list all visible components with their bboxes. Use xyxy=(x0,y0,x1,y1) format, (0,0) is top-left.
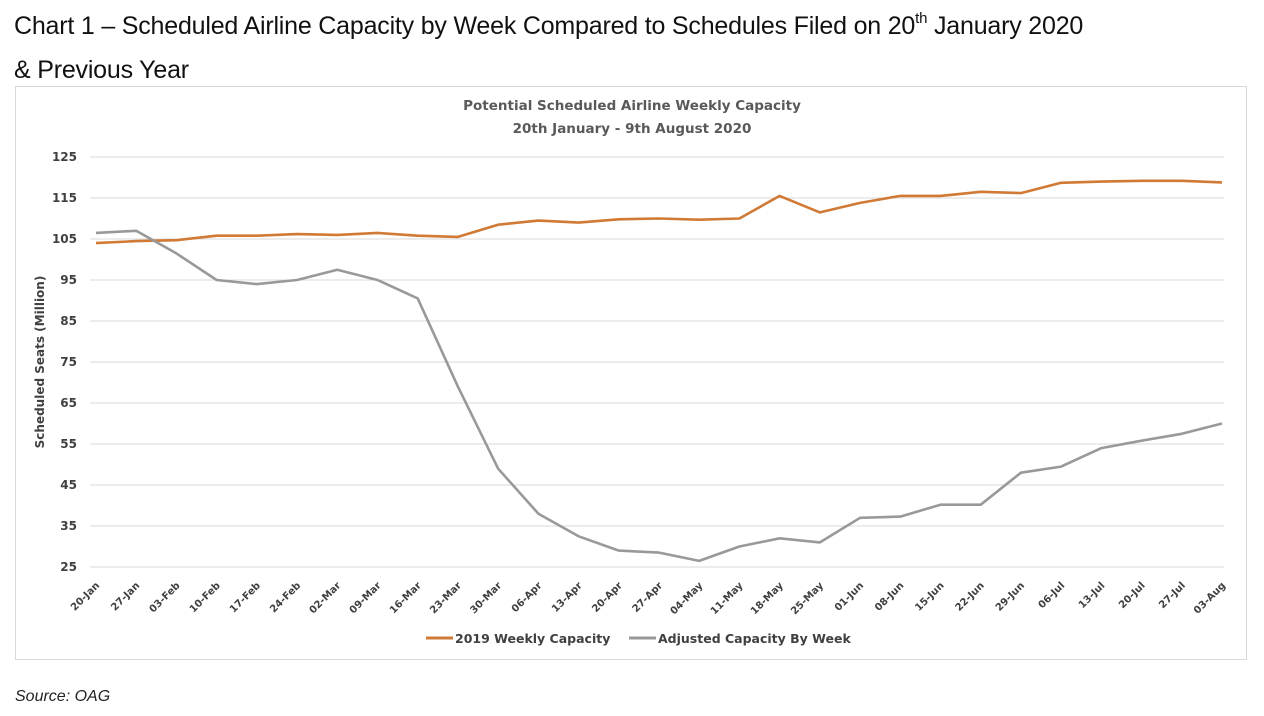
chart-subtitle: 20th January - 9th August 2020 xyxy=(513,121,752,137)
x-tick-label: 24-Feb xyxy=(268,580,303,615)
x-tick-label: 29-Jun xyxy=(994,580,1027,613)
y-tick-label: 75 xyxy=(60,355,77,369)
y-tick-label: 35 xyxy=(60,519,77,533)
heading-superscript: th xyxy=(915,10,928,27)
x-tick-label: 06-Jul xyxy=(1037,580,1068,611)
x-tick-label: 30-Mar xyxy=(468,580,504,616)
y-tick-label: 105 xyxy=(52,232,77,246)
x-tick-label: 16-Mar xyxy=(388,580,424,616)
y-tick-label: 125 xyxy=(52,150,77,164)
x-tick-label: 03-Feb xyxy=(148,580,183,615)
x-tick-label: 20-Apr xyxy=(590,580,625,615)
source-note: Source: OAG xyxy=(15,688,111,705)
x-tick-label: 09-Mar xyxy=(348,580,384,616)
x-tick-label: 20-Jul xyxy=(1117,580,1148,611)
x-tick-label: 01-Jun xyxy=(833,580,866,613)
legend-label-adjusted: Adjusted Capacity By Week xyxy=(658,631,851,646)
legend-label-2019: 2019 Weekly Capacity xyxy=(455,631,610,646)
x-tick-label: 27-Apr xyxy=(631,580,666,615)
x-tick-label: 17-Feb xyxy=(228,580,263,615)
series-lines xyxy=(95,179,1223,563)
chart-heading: Chart 1 – Scheduled Airline Capacity by … xyxy=(14,6,1254,90)
x-tick-label: 02-Mar xyxy=(308,580,344,616)
y-axis-label: Scheduled Seats (Million) xyxy=(33,276,47,449)
chart-heading-line1: Chart 1 – Scheduled Airline Capacity by … xyxy=(14,6,1254,50)
y-tick-label: 65 xyxy=(60,396,77,410)
x-tick-label: 22-Jun xyxy=(954,580,987,613)
x-tick-label: 15-Jun xyxy=(913,580,946,613)
y-axis-ticks: 25 35 45 55 65 75 85 95 105 115 125 xyxy=(52,150,77,574)
y-tick-label: 115 xyxy=(52,191,77,205)
x-tick-label: 27-Jul xyxy=(1157,580,1188,611)
y-tick-label: 95 xyxy=(60,273,77,287)
x-tick-label: 11-May xyxy=(709,580,746,617)
heading-text: Chart 1 – Scheduled Airline Capacity by … xyxy=(14,12,916,40)
y-tick-label: 25 xyxy=(60,560,77,574)
y-tick-label: 85 xyxy=(60,314,77,328)
chart-heading-line2: & Previous Year xyxy=(14,56,189,84)
x-tick-label: 27-Jan xyxy=(109,580,142,613)
legend: 2019 Weekly Capacity Adjusted Capacity B… xyxy=(426,631,851,646)
x-axis-ticks: 20-Jan 27-Jan 03-Feb 10-Feb 17-Feb 24-Feb 02-M… xyxy=(69,580,1228,617)
x-tick-label: 03-Aug xyxy=(1192,580,1228,616)
x-tick-label: 13-Jul xyxy=(1077,580,1108,611)
y-tick-label: 45 xyxy=(60,478,77,492)
x-tick-label: 25-May xyxy=(789,580,826,617)
x-tick-label: 04-May xyxy=(669,580,706,617)
x-tick-label: 08-Jun xyxy=(873,580,906,613)
chart-title: Potential Scheduled Airline Weekly Capac… xyxy=(463,98,801,114)
x-tick-label: 06-Apr xyxy=(510,580,545,615)
x-tick-label: 18-May xyxy=(749,580,786,617)
series-line-2019-weekly-capacity xyxy=(95,179,1223,245)
y-tick-label: 55 xyxy=(60,437,77,451)
chart-frame xyxy=(15,86,1247,660)
x-tick-label: 13-Apr xyxy=(550,580,585,615)
gridlines xyxy=(90,156,1224,568)
x-tick-label: 20-Jan xyxy=(69,580,102,613)
heading-text-suffix: January 2020 xyxy=(927,12,1084,40)
x-tick-label: 23-Mar xyxy=(428,580,464,616)
x-tick-label: 10-Feb xyxy=(188,580,223,615)
